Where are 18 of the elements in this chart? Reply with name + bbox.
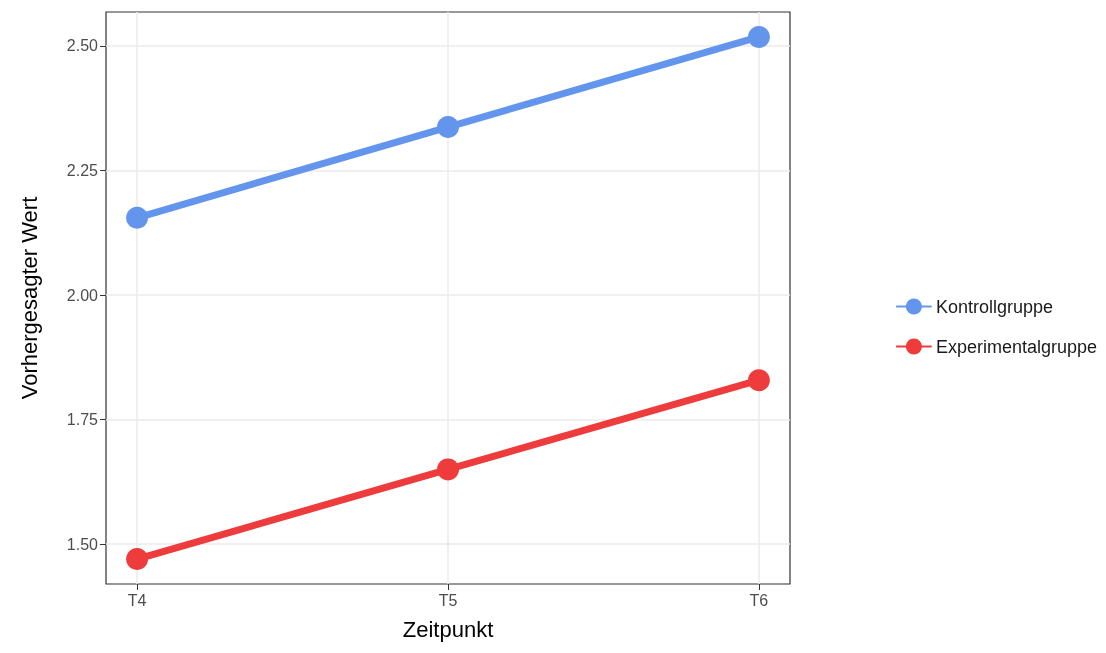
point <box>747 369 770 392</box>
point <box>437 458 459 481</box>
y-tick-label: 2.25 <box>66 161 99 179</box>
y-tick-label: 1.50 <box>66 535 99 553</box>
point <box>747 25 770 48</box>
legend-label: Experimentalgruppe <box>935 336 1098 357</box>
x-tick-label: T5 <box>438 591 458 609</box>
y-axis-title: Vorhergesagter Wert <box>16 196 42 400</box>
y-tick-label: 2.00 <box>66 286 99 304</box>
x-tick-label: T6 <box>749 591 769 609</box>
point <box>437 116 459 139</box>
x-axis-title: Zeitpunkt <box>402 616 494 642</box>
point <box>126 548 149 571</box>
legend-label: Kontrollgruppe <box>935 296 1053 317</box>
y-tick-label: 2.50 <box>66 37 99 55</box>
point <box>126 206 149 229</box>
y-tick-label: 1.75 <box>66 411 99 429</box>
x-tick-label: T4 <box>127 591 147 609</box>
